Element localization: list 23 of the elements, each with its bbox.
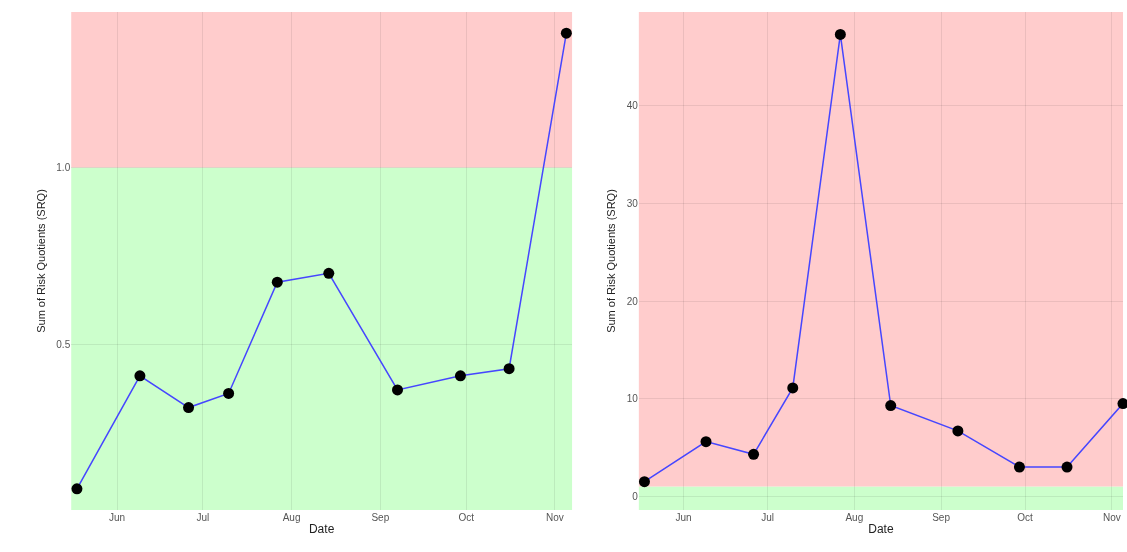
x-tick-label: Nov (1102, 512, 1121, 523)
x-tick-label: Sep (932, 512, 951, 523)
x-tick-label: Sep (371, 512, 390, 523)
x-tick-label: Oct (1017, 512, 1034, 523)
x-tick-label: Jul (196, 512, 210, 523)
x-tick-label: Oct (458, 512, 475, 523)
x-tick-label: Aug (282, 512, 301, 523)
y-tick-label: 1.0 (56, 161, 71, 173)
x-axis-title: Date (868, 521, 894, 536)
x-tick-label: Jun (675, 512, 692, 523)
x-tick-label: Nov (546, 512, 564, 523)
y-tick-label: 40 (626, 100, 639, 112)
y-axis-title: Sum of Risk Quotients (SRQ) (34, 189, 47, 333)
x-axis-title: Date (308, 521, 335, 536)
x-tick-label: Jul (761, 512, 774, 523)
x-tick-label: Jun (108, 512, 126, 523)
y-tick-label: 20 (626, 295, 639, 307)
y-axis-title: Sum of Risk Quotients (SRQ) (605, 189, 618, 333)
y-tick-label: 10 (626, 393, 639, 405)
y-tick-label: 0.5 (56, 338, 71, 350)
y-tick-label: 30 (626, 197, 639, 209)
x-tick-label: Aug (845, 512, 864, 523)
y-tick-label: 0 (632, 490, 639, 502)
